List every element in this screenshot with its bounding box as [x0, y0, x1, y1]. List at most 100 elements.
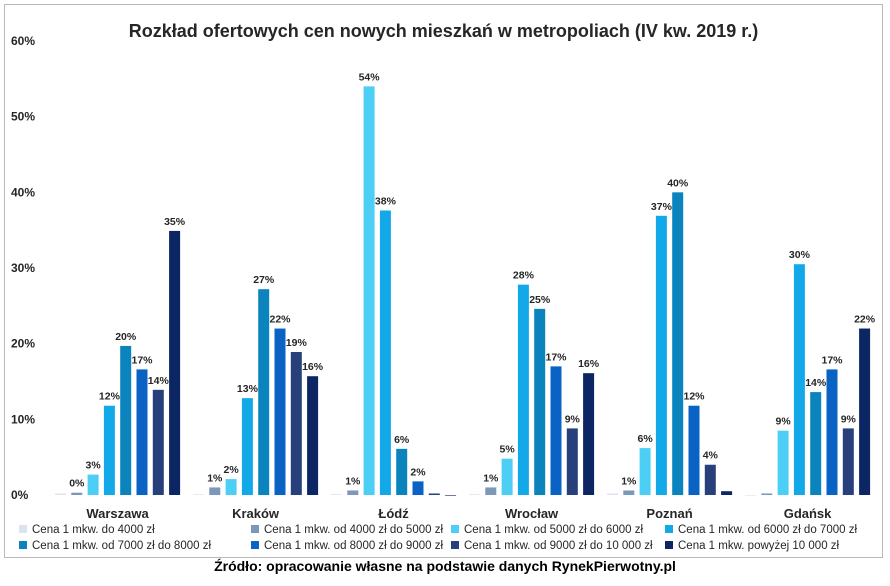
- data-label: 25%: [529, 294, 551, 306]
- data-label: 38%: [375, 195, 397, 207]
- legend-swatch: [19, 541, 27, 549]
- bar: [550, 366, 562, 495]
- data-label: 27%: [253, 274, 275, 286]
- category-label: Wrocław: [505, 506, 559, 521]
- y-tick-label: 50%: [11, 110, 35, 124]
- data-label: 6%: [638, 433, 654, 445]
- data-label: 17%: [131, 354, 153, 366]
- bar: [209, 487, 221, 495]
- bar: [331, 494, 342, 495]
- bar: [583, 373, 595, 495]
- bar: [859, 328, 871, 495]
- data-label: 30%: [789, 249, 811, 261]
- legend-label: Cena 1 mkw. od 5000 zł do 6000 zł: [464, 524, 643, 536]
- y-tick-label: 60%: [11, 34, 35, 48]
- legend-item: Cena 1 mkw. od 8000 zł do 9000 zł: [251, 540, 443, 552]
- bar: [55, 493, 66, 495]
- y-axis-ticks: 0% 10% 20% 30% 40% 50% 60%: [11, 34, 35, 502]
- data-label: 22%: [854, 314, 876, 326]
- bar: [672, 192, 684, 496]
- bar: [777, 430, 789, 495]
- bar: [225, 479, 237, 495]
- bar: [485, 487, 497, 495]
- data-label: 5%: [500, 444, 516, 456]
- chart-frame: Rozkład ofertowych cen nowych mieszkań w…: [4, 4, 883, 558]
- category-label: Poznań: [646, 506, 692, 521]
- bar: [363, 86, 375, 496]
- legend-swatch: [451, 541, 459, 549]
- bar: [445, 495, 457, 496]
- bar: [428, 493, 440, 495]
- data-label: 2%: [410, 466, 426, 478]
- legend-swatch: [665, 541, 673, 549]
- bar: [566, 428, 578, 495]
- category-labels: Warszawa Kraków Łódź Wrocław Poznań Gdańsk: [86, 506, 832, 521]
- data-label: 17%: [545, 351, 567, 363]
- bar: [152, 389, 164, 495]
- data-label: 1%: [621, 475, 637, 487]
- y-tick-label: 10%: [11, 412, 35, 426]
- legend-item: Cena 1 mkw. od 5000 zł do 6000 zł: [451, 524, 643, 536]
- data-label: 40%: [667, 177, 689, 189]
- legend-label: Cena 1 mkw. do 4000 zł: [32, 524, 155, 536]
- legend-label: Cena 1 mkw. powyżej 10 000 zł: [678, 540, 840, 552]
- bar: [607, 493, 618, 495]
- bar: [534, 308, 546, 495]
- legend-item: Cena 1 mkw. od 7000 zł do 8000 zł: [19, 540, 211, 552]
- bar-chart: 0%10%20%30%40%50%60% 0%3%12%20%17%14%35%…: [11, 34, 876, 552]
- legend-item: Cena 1 mkw. od 9000 zł do 10 000 zł: [451, 540, 653, 552]
- data-label: 0%: [69, 478, 85, 490]
- data-label: 22%: [269, 314, 291, 326]
- y-tick-label: 20%: [11, 337, 35, 351]
- bar: [412, 481, 424, 495]
- data-label: 9%: [841, 413, 857, 425]
- bar: [793, 264, 805, 495]
- category-label: Kraków: [232, 506, 280, 521]
- category-label: Łódź: [378, 506, 409, 521]
- chart-title: Rozkład ofertowych cen nowych mieszkań w…: [128, 21, 759, 41]
- bar: [745, 495, 756, 496]
- bar: [469, 494, 480, 495]
- legend-swatch: [665, 525, 673, 533]
- data-label: 35%: [164, 216, 186, 228]
- data-label: 17%: [821, 354, 843, 366]
- y-tick-label: 30%: [11, 261, 35, 275]
- legend-item: Cena 1 mkw. od 6000 zł do 7000 zł: [665, 524, 857, 536]
- data-label: 9%: [776, 416, 792, 428]
- bar-series: [55, 86, 871, 496]
- data-label: 28%: [513, 270, 535, 282]
- data-label: 1%: [483, 472, 499, 484]
- bar: [241, 398, 253, 495]
- bar: [396, 448, 408, 495]
- legend-item: Cena 1 mkw. do 4000 zł: [19, 524, 155, 536]
- bar: [258, 289, 270, 495]
- category-label: Warszawa: [86, 506, 149, 521]
- bar: [517, 284, 529, 495]
- data-label: 12%: [683, 391, 705, 403]
- bar: [704, 464, 716, 495]
- bar: [274, 328, 286, 495]
- bar: [623, 490, 635, 495]
- legend-label: Cena 1 mkw. od 6000 zł do 7000 zł: [678, 524, 857, 536]
- bar: [721, 491, 733, 495]
- legend-swatch: [19, 525, 27, 533]
- bar: [71, 492, 83, 495]
- data-label: 12%: [99, 391, 121, 403]
- bar: [120, 345, 132, 495]
- legend-item: Cena 1 mkw. powyżej 10 000 zł: [665, 540, 840, 552]
- data-label: 2%: [224, 464, 240, 476]
- bar: [193, 494, 204, 495]
- bar: [655, 215, 667, 496]
- y-tick-label: 40%: [11, 185, 35, 199]
- bar: [290, 351, 302, 495]
- bar: [87, 474, 99, 495]
- data-label: 54%: [359, 71, 381, 83]
- data-label: 37%: [651, 201, 673, 213]
- data-label: 16%: [578, 358, 600, 370]
- bar: [761, 493, 773, 495]
- bar: [347, 490, 359, 495]
- legend: Cena 1 mkw. do 4000 zł Cena 1 mkw. od 400…: [19, 524, 857, 552]
- legend-item: Cena 1 mkw. od 4000 zł do 5000 zł: [251, 524, 443, 536]
- y-tick-label: 0%: [11, 488, 29, 502]
- data-label: 4%: [703, 450, 719, 462]
